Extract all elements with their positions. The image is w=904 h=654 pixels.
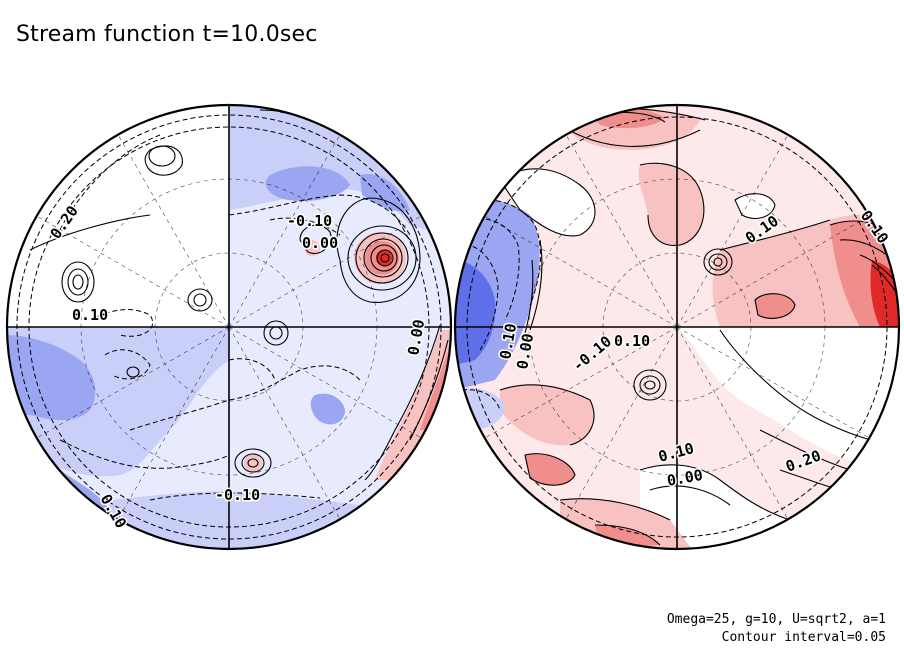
right-lower-right-white <box>677 327 899 470</box>
footnote-parameters: Omega=25, g=10, U=sqrt2, a=1 <box>666 612 886 627</box>
left-red-bottom-cell <box>244 454 262 472</box>
footnote-contour-interval: Contour interval=0.05 <box>721 630 886 645</box>
right-west-blue-core <box>455 260 496 365</box>
left-blue-blob-1 <box>265 166 350 202</box>
contour-label: -0.10 <box>215 486 260 504</box>
left-upper-left-white <box>7 105 229 327</box>
contour-label: 0.10 <box>72 306 108 324</box>
contour-label: 0.10 <box>496 322 520 361</box>
right-sw-red <box>500 384 594 446</box>
right-center-red <box>638 163 704 246</box>
right-upper-white <box>500 168 595 236</box>
left-small-blue <box>310 393 345 425</box>
contour-label: -0.10 <box>287 212 332 230</box>
right-hemisphere-outline <box>453 103 901 551</box>
right-sw-red-core <box>525 453 575 486</box>
contour-label: 0.10 <box>614 332 650 350</box>
contour-label: 0.00 <box>302 234 338 252</box>
left-red-cell-core <box>376 250 392 266</box>
figure-title: Stream function t=10.0sec <box>16 22 318 47</box>
right-small-white <box>735 193 775 219</box>
right-small-red <box>755 293 795 319</box>
left-hemisphere-outline <box>5 103 453 551</box>
left-lower-left-blob <box>7 335 96 420</box>
